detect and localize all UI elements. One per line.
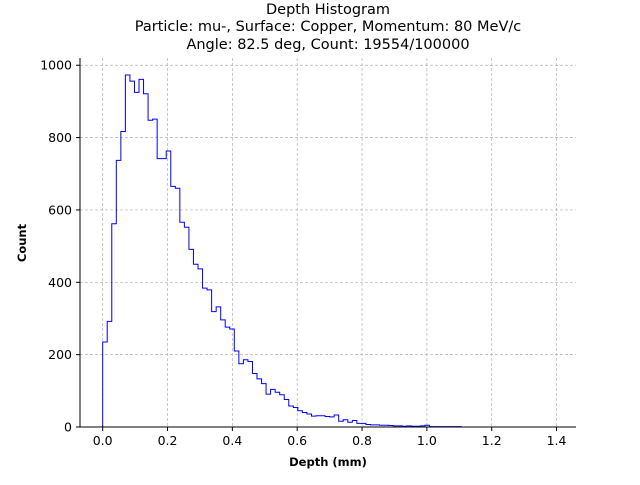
histogram-bin: [121, 131, 126, 427]
histogram-bin: [262, 384, 267, 427]
histogram-bin: [339, 421, 344, 427]
histogram-bin: [189, 249, 194, 427]
histogram-bin: [162, 159, 167, 427]
histogram-bin: [175, 188, 180, 427]
y-tick-label: 800: [48, 130, 72, 145]
histogram-bin: [198, 269, 203, 427]
x-tick-label: 0.0: [93, 433, 113, 448]
x-axis-label: Depth (mm): [289, 455, 367, 469]
histogram-bin: [112, 224, 117, 427]
histogram-bin: [361, 423, 366, 427]
histogram-bin: [207, 290, 212, 427]
histogram-bin: [144, 94, 149, 427]
histogram-bin: [212, 312, 217, 427]
histogram-bin: [107, 321, 112, 427]
histogram-bin: [243, 360, 248, 427]
y-tick-label: 600: [48, 202, 72, 217]
histogram-bin: [280, 395, 285, 427]
histogram-bin: [298, 411, 303, 427]
histogram-bin: [284, 400, 289, 427]
histogram-bin: [125, 75, 130, 427]
y-tick-label: 0: [64, 420, 72, 435]
histogram-bin: [184, 227, 189, 427]
histogram-bin: [234, 351, 239, 427]
histogram-bin: [252, 373, 257, 427]
histogram-bin: [166, 151, 171, 427]
histogram-bin: [193, 264, 198, 427]
x-tick-label: 0.4: [222, 433, 242, 448]
x-tick-label: 0.8: [352, 433, 372, 448]
histogram-bin: [148, 120, 153, 427]
histogram-bin: [239, 364, 244, 427]
chart-title-line-1: Depth Histogram: [266, 2, 390, 18]
histogram-bin: [316, 416, 321, 427]
histogram-bin: [153, 119, 158, 427]
histogram-bin: [225, 327, 230, 427]
x-tick-label: 1.0: [417, 433, 437, 448]
x-tick-label: 1.4: [547, 433, 567, 448]
histogram-bin: [357, 423, 362, 427]
histogram-bin: [116, 160, 121, 427]
histogram-bin: [130, 81, 135, 427]
histogram-bin: [334, 415, 339, 427]
data-layer: [103, 75, 557, 427]
histogram-bin: [203, 288, 208, 427]
histogram-bin: [302, 413, 307, 427]
histogram-bin: [103, 342, 108, 427]
histogram-bin: [266, 394, 271, 427]
histogram-bin: [180, 222, 185, 427]
histogram-bin: [275, 392, 280, 427]
histogram-bin: [230, 329, 235, 427]
histogram-bin: [257, 379, 262, 427]
histogram-bin: [293, 407, 298, 427]
histogram-bin: [348, 422, 353, 427]
chart-title-line-3: Angle: 82.5 deg, Count: 19554/100000: [186, 37, 469, 53]
histogram-bin: [157, 159, 162, 427]
histogram-bin: [221, 320, 226, 427]
histogram-bin: [311, 416, 316, 427]
histogram-bin: [352, 420, 357, 427]
title-layer: Depth Histogram Particle: mu-, Surface: …: [135, 2, 521, 53]
y-tick-label: 1000: [40, 58, 72, 73]
histogram-bin: [171, 186, 176, 427]
histogram-bin: [321, 416, 326, 427]
histogram-bin: [139, 79, 144, 427]
x-tick-label: 0.2: [158, 433, 178, 448]
histogram-bin: [271, 389, 276, 427]
x-tick-label: 1.2: [482, 433, 502, 448]
histogram-bin: [343, 420, 348, 427]
x-tick-label: 0.6: [287, 433, 307, 448]
histogram-bin: [248, 362, 253, 427]
histogram-bin: [216, 307, 221, 427]
y-tick-label: 400: [48, 275, 72, 290]
histogram-bin: [330, 417, 335, 427]
histogram-bin: [325, 417, 330, 427]
chart-title-line-2: Particle: mu-, Surface: Copper, Momentum…: [135, 19, 521, 35]
y-tick-label: 200: [48, 347, 72, 362]
histogram-bin: [307, 414, 312, 427]
histogram-bin: [134, 92, 139, 427]
histogram-bin: [289, 406, 294, 427]
y-axis-label: Count: [15, 223, 29, 262]
